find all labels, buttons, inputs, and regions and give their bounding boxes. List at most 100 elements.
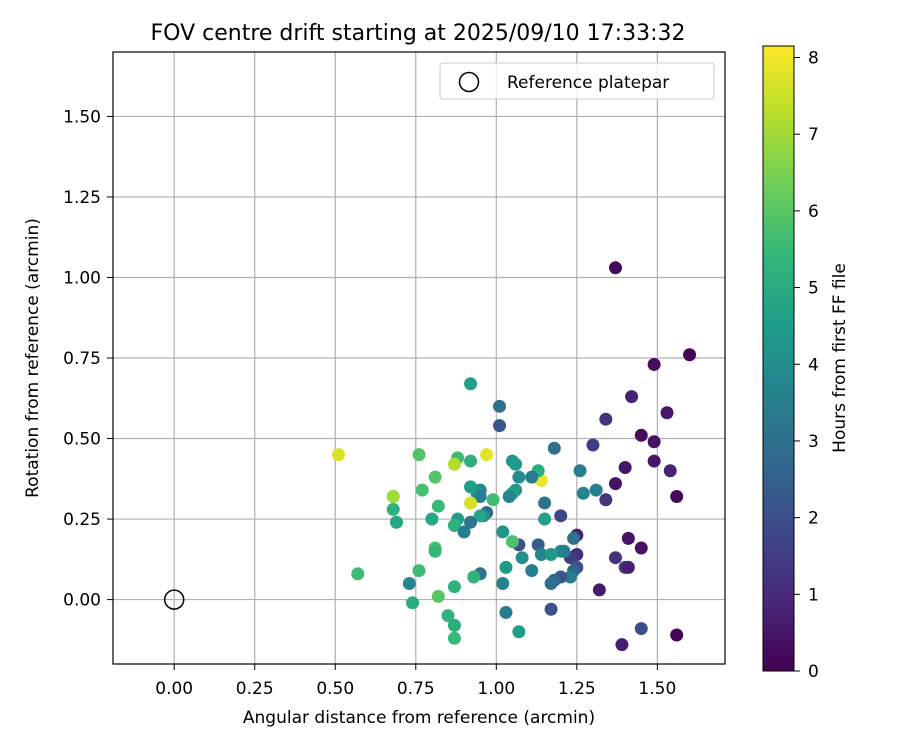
x-axis-label: Angular distance from reference (arcmin) — [243, 708, 595, 728]
data-point — [473, 490, 487, 504]
colorbar-tick-label: 1 — [808, 585, 819, 605]
data-point — [557, 544, 571, 558]
chart-title: FOV centre drift starting at 2025/09/10 … — [151, 21, 686, 46]
data-point — [573, 464, 587, 478]
y-tick-label: 1.25 — [63, 188, 101, 208]
data-point — [406, 596, 420, 610]
data-point — [425, 512, 439, 526]
data-points — [331, 261, 697, 652]
data-point — [428, 544, 442, 558]
colorbar-tick-label: 3 — [808, 432, 819, 452]
data-point — [402, 576, 416, 590]
data-point — [634, 622, 648, 636]
x-tick-label: 1.25 — [558, 679, 596, 699]
data-point — [538, 496, 552, 510]
colorbar-tick-label: 2 — [808, 509, 819, 529]
colorbar-tick-label: 5 — [808, 279, 819, 299]
data-point — [412, 448, 426, 462]
data-point — [447, 618, 461, 632]
data-point — [563, 570, 577, 584]
colorbar-ticks: 0 1 2 3 4 5 6 7 8 — [794, 49, 819, 682]
data-point — [447, 580, 461, 594]
data-point — [647, 454, 661, 468]
y-tick-label: 1.00 — [63, 268, 101, 288]
data-point — [525, 470, 539, 484]
legend-reference-marker-icon — [458, 71, 480, 93]
data-point — [544, 602, 558, 616]
data-point — [544, 576, 558, 590]
y-tick-label: 0.00 — [63, 591, 101, 611]
data-point — [331, 448, 345, 462]
data-point — [608, 477, 622, 491]
data-point — [486, 493, 500, 507]
legend: Reference platepar — [439, 62, 715, 100]
data-point — [431, 589, 445, 603]
data-point — [480, 448, 494, 462]
legend-label: Reference platepar — [507, 73, 669, 93]
data-point — [618, 461, 632, 475]
data-point — [670, 628, 684, 642]
x-tick-label: 1.00 — [477, 679, 515, 699]
data-point — [464, 496, 478, 510]
data-point — [567, 531, 581, 545]
y-tick-label: 0.25 — [63, 510, 101, 530]
y-axis-label: Rotation from reference (arcmin) — [23, 218, 43, 498]
data-point — [586, 438, 600, 452]
data-point — [608, 261, 622, 275]
data-point — [534, 547, 548, 561]
data-point — [386, 502, 400, 516]
data-point — [505, 535, 519, 549]
data-point — [493, 419, 507, 433]
colorbar-tick-label: 4 — [808, 355, 819, 375]
legend-box — [439, 62, 715, 100]
data-point — [386, 490, 400, 504]
data-point — [351, 567, 365, 581]
data-point — [554, 509, 568, 523]
data-point — [589, 483, 603, 497]
data-point — [634, 541, 648, 555]
data-point — [647, 357, 661, 371]
data-point — [670, 490, 684, 504]
data-point — [441, 609, 455, 623]
data-point — [512, 470, 526, 484]
x-tick-label: 0.00 — [155, 679, 193, 699]
data-point — [621, 560, 635, 574]
data-point — [599, 412, 613, 426]
data-point — [447, 457, 461, 471]
data-point — [608, 551, 622, 565]
data-point — [464, 480, 478, 494]
colorbar: 0 1 2 3 4 5 6 7 8 Hours from first FF file — [762, 45, 850, 682]
y-tick-label: 0.75 — [63, 349, 101, 369]
data-point — [447, 631, 461, 645]
data-point — [683, 348, 697, 362]
y-tick-label: 1.50 — [63, 107, 101, 127]
data-point — [647, 435, 661, 449]
data-point — [496, 576, 510, 590]
data-point — [547, 441, 561, 455]
colorbar-tick-label: 0 — [808, 662, 819, 682]
data-point — [389, 515, 403, 529]
data-point — [464, 515, 478, 529]
colorbar-label: Hours from first FF file — [830, 263, 850, 453]
colorbar-tick-label: 6 — [808, 202, 819, 222]
x-tick-label: 1.50 — [638, 679, 676, 699]
plot-frame — [112, 51, 726, 665]
data-point — [412, 564, 426, 578]
y-tick-label: 0.50 — [63, 430, 101, 450]
data-point — [592, 583, 606, 597]
reference-platepar-marker — [163, 589, 185, 610]
data-point — [515, 551, 529, 565]
data-point — [502, 490, 516, 504]
data-point — [634, 428, 648, 442]
data-point — [660, 406, 674, 420]
data-point — [509, 457, 523, 471]
colorbar-gradient — [762, 45, 795, 672]
data-point — [473, 509, 487, 523]
data-point — [663, 464, 677, 478]
data-point — [544, 547, 558, 561]
colorbar-tick-label: 8 — [808, 49, 819, 69]
data-point — [428, 470, 442, 484]
x-tick-label: 0.25 — [236, 679, 274, 699]
data-point — [457, 525, 471, 539]
x-axis-ticks: 0.00 0.25 0.50 0.75 1.00 1.25 1.50 — [155, 664, 676, 699]
